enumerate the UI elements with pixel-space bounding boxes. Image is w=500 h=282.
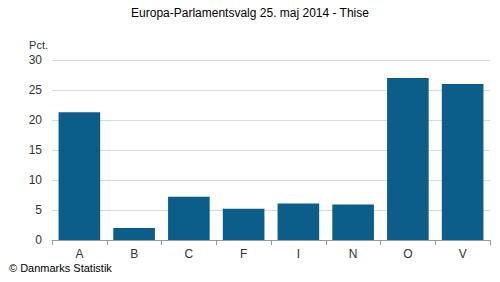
svg-text:Europa-Parlamentsvalg 25. maj: Europa-Parlamentsvalg 25. maj 2014 - Thi…: [131, 6, 369, 20]
svg-text:25: 25: [29, 83, 43, 97]
svg-text:B: B: [130, 247, 138, 261]
svg-text:F: F: [240, 247, 247, 261]
svg-text:30: 30: [29, 53, 43, 67]
svg-text:0: 0: [35, 233, 42, 247]
svg-text:20: 20: [29, 113, 43, 127]
svg-text:N: N: [349, 247, 358, 261]
svg-text:5: 5: [35, 203, 42, 217]
svg-text:V: V: [459, 247, 467, 261]
svg-text:C: C: [185, 247, 194, 261]
svg-text:I: I: [297, 247, 300, 261]
svg-text:15: 15: [29, 143, 43, 157]
svg-text:© Danmarks Statistik: © Danmarks Statistik: [9, 262, 112, 274]
svg-text:A: A: [75, 247, 83, 261]
svg-text:10: 10: [29, 173, 43, 187]
svg-text:Pct.: Pct.: [29, 39, 48, 51]
svg-text:O: O: [403, 247, 412, 261]
